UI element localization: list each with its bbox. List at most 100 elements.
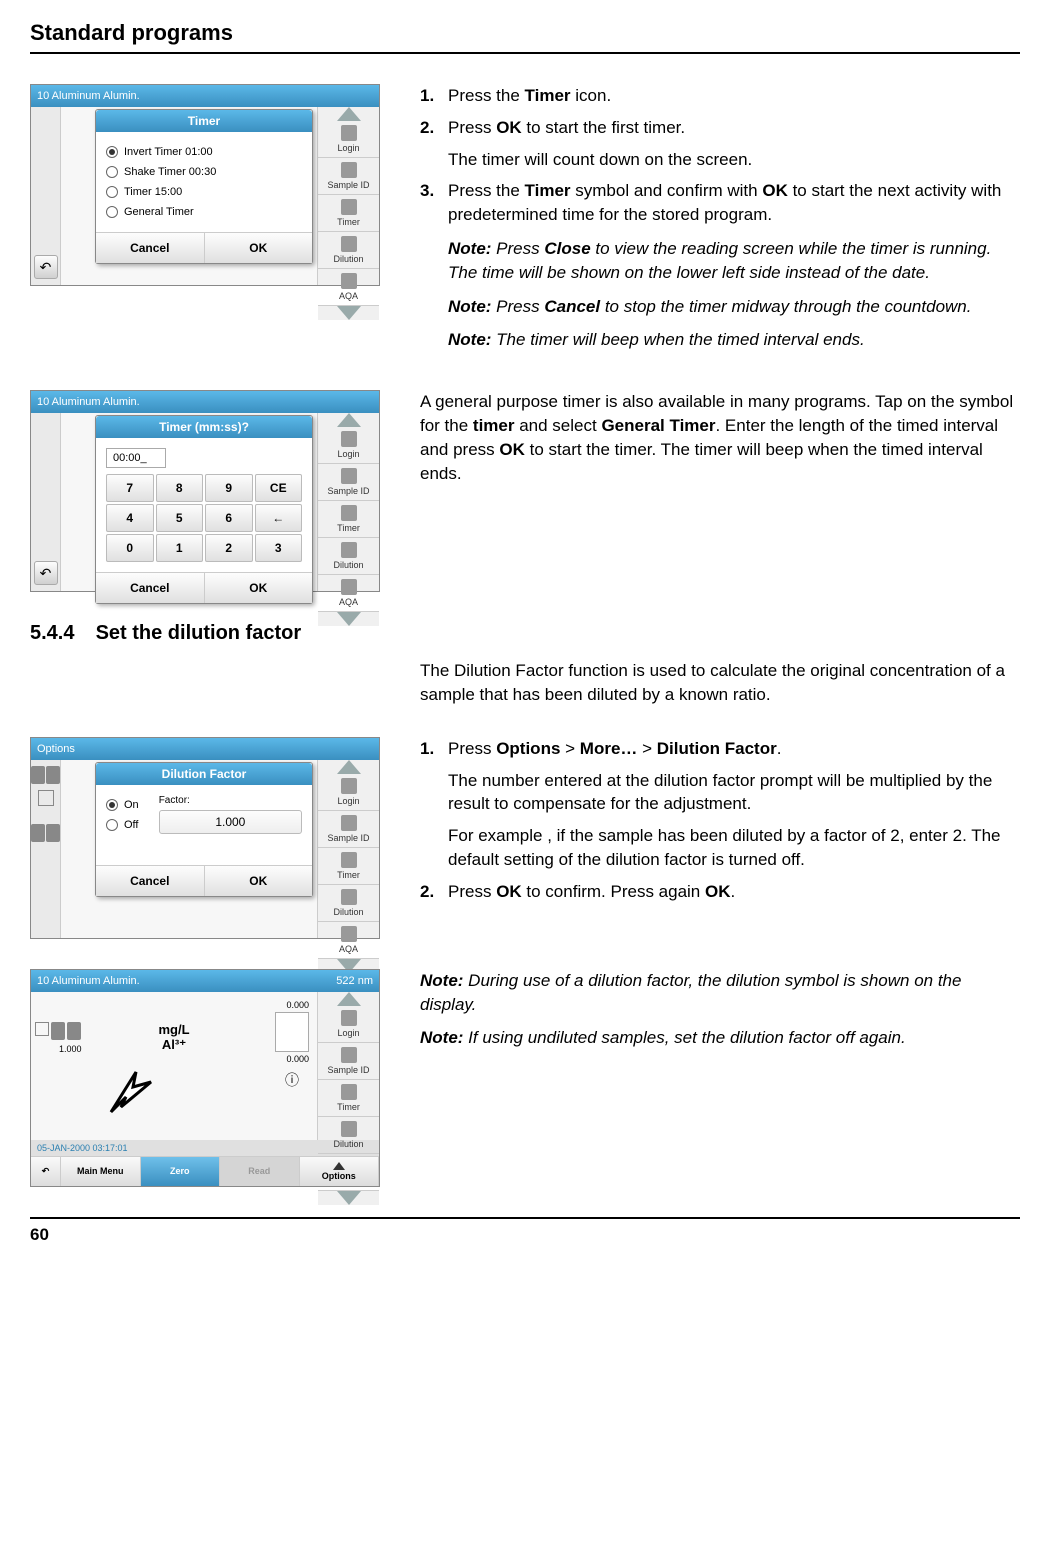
step-num: 3. bbox=[420, 179, 448, 352]
side-dilution[interactable]: Dilution bbox=[318, 1117, 379, 1154]
ok-button[interactable]: OK bbox=[205, 573, 313, 603]
note: Note: During use of a dilution factor, t… bbox=[420, 969, 1020, 1017]
radio-icon[interactable] bbox=[106, 819, 118, 831]
side-timer[interactable]: Timer bbox=[318, 848, 379, 885]
key-7[interactable]: 7 bbox=[106, 474, 154, 502]
radio-off[interactable]: Off bbox=[124, 819, 138, 831]
side-login[interactable]: Login bbox=[318, 1006, 379, 1043]
ok-button[interactable]: OK bbox=[205, 233, 313, 263]
modal-title: Timer bbox=[96, 110, 312, 132]
sample-icon bbox=[341, 1047, 357, 1063]
key-2[interactable]: 2 bbox=[205, 534, 253, 562]
up-arrow-icon[interactable] bbox=[337, 107, 361, 121]
side-sample-id[interactable]: Sample ID bbox=[318, 158, 379, 195]
info-icon[interactable]: ⓘ bbox=[275, 1070, 309, 1090]
side-sample-id[interactable]: Sample ID bbox=[318, 464, 379, 501]
key-5[interactable]: 5 bbox=[156, 504, 204, 532]
sample-icon bbox=[341, 815, 357, 831]
timer-icon bbox=[341, 505, 357, 521]
side-timer[interactable]: Timer bbox=[318, 501, 379, 538]
side-dilution[interactable]: Dilution bbox=[318, 232, 379, 269]
down-arrow-icon[interactable] bbox=[337, 306, 361, 320]
title-bar-text: 10 Aluminum Alumin. bbox=[37, 975, 140, 987]
side-login[interactable]: Login bbox=[318, 121, 379, 158]
key-9[interactable]: 9 bbox=[205, 474, 253, 502]
wavelength: 522 nm bbox=[336, 975, 373, 987]
key-4[interactable]: 4 bbox=[106, 504, 154, 532]
up-arrow-icon[interactable] bbox=[337, 992, 361, 1006]
back-icon[interactable]: ↶ bbox=[34, 255, 58, 279]
key-ce[interactable]: CE bbox=[255, 474, 303, 502]
options-icon[interactable] bbox=[46, 766, 60, 784]
tab-main-menu[interactable]: Main Menu bbox=[61, 1156, 141, 1186]
title-bar-text: 10 Aluminum Alumin. bbox=[37, 396, 140, 408]
step-num: 1. bbox=[420, 737, 448, 872]
key-3[interactable]: 3 bbox=[255, 534, 303, 562]
tab-options[interactable]: Options bbox=[300, 1156, 380, 1186]
side-login[interactable]: Login bbox=[318, 774, 379, 811]
dilution-icon[interactable] bbox=[31, 824, 45, 842]
step-num: 2. bbox=[420, 116, 448, 172]
key-back[interactable]: ← bbox=[255, 504, 303, 532]
key-0[interactable]: 0 bbox=[106, 534, 154, 562]
radio-icon[interactable] bbox=[106, 799, 118, 811]
up-arrow-icon[interactable] bbox=[337, 760, 361, 774]
step-text: Press OK to confirm. Press again OK. bbox=[448, 880, 1020, 904]
section-heading: 5.4.4 Set the dilution factor bbox=[30, 622, 1020, 645]
paragraph: The Dilution Factor function is used to … bbox=[420, 659, 1020, 707]
side-timer[interactable]: Timer bbox=[318, 1080, 379, 1117]
back-icon[interactable]: ↶ bbox=[34, 561, 58, 585]
down-arrow-icon[interactable] bbox=[337, 1191, 361, 1205]
side-aqa[interactable]: AQA bbox=[318, 922, 379, 959]
cursor-arrow-icon bbox=[101, 1062, 161, 1122]
radio-icon[interactable] bbox=[106, 166, 118, 178]
side-timer[interactable]: Timer bbox=[318, 195, 379, 232]
screenshot-dilution-factor: Options Dilution Factor On bbox=[30, 737, 380, 939]
dilution-icon[interactable] bbox=[46, 824, 60, 842]
side-sample-id[interactable]: Sample ID bbox=[318, 811, 379, 848]
back-tab[interactable]: ↶ bbox=[31, 1156, 61, 1186]
radio-label[interactable]: Shake Timer 00:30 bbox=[124, 166, 216, 178]
note: Note: Press Close to view the reading sc… bbox=[448, 237, 1020, 285]
step-text: Press the Timer symbol and confirm with … bbox=[448, 179, 1020, 352]
up-arrow-icon[interactable] bbox=[337, 413, 361, 427]
radio-icon[interactable] bbox=[106, 206, 118, 218]
screenshot-timer-keypad: 10 Aluminum Alumin. ↶ Timer (mm:ss)? 7 bbox=[30, 390, 380, 592]
options-icon[interactable] bbox=[31, 766, 45, 784]
cancel-button[interactable]: Cancel bbox=[96, 233, 205, 263]
radio-label[interactable]: Timer 15:00 bbox=[124, 186, 182, 198]
radio-icon[interactable] bbox=[106, 186, 118, 198]
radio-on[interactable]: On bbox=[124, 799, 139, 811]
aqa-icon bbox=[341, 579, 357, 595]
key-8[interactable]: 8 bbox=[156, 474, 204, 502]
radio-label[interactable]: General Timer bbox=[124, 206, 194, 218]
side-sample-id[interactable]: Sample ID bbox=[318, 1043, 379, 1080]
note: Note: Press Cancel to stop the timer mid… bbox=[448, 295, 1020, 319]
side-aqa[interactable]: AQA bbox=[318, 269, 379, 306]
side-aqa[interactable]: AQA bbox=[318, 575, 379, 612]
key-6[interactable]: 6 bbox=[205, 504, 253, 532]
note: Note: The timer will beep when the timed… bbox=[448, 328, 1020, 352]
factor-value[interactable]: 1.000 bbox=[159, 810, 302, 834]
radio-icon[interactable] bbox=[106, 146, 118, 158]
dilution-icon bbox=[341, 542, 357, 558]
edit-icon[interactable] bbox=[35, 1022, 49, 1036]
cancel-button[interactable]: Cancel bbox=[96, 866, 205, 896]
timer-icon bbox=[341, 852, 357, 868]
radio-label[interactable]: Invert Timer 01:00 bbox=[124, 146, 213, 158]
ok-button[interactable]: OK bbox=[205, 866, 313, 896]
range-top: 0.000 bbox=[275, 1000, 309, 1010]
dilution-icon bbox=[341, 889, 357, 905]
side-dilution[interactable]: Dilution bbox=[318, 885, 379, 922]
paragraph: A general purpose timer is also availabl… bbox=[420, 390, 1020, 485]
side-login[interactable]: Login bbox=[318, 427, 379, 464]
key-1[interactable]: 1 bbox=[156, 534, 204, 562]
timer-input[interactable] bbox=[106, 448, 166, 468]
cancel-button[interactable]: Cancel bbox=[96, 573, 205, 603]
side-dilution[interactable]: Dilution bbox=[318, 538, 379, 575]
tab-zero[interactable]: Zero bbox=[141, 1156, 221, 1186]
tab-read[interactable]: Read bbox=[220, 1156, 300, 1186]
range-bot: 0.000 bbox=[275, 1054, 309, 1064]
down-arrow-icon[interactable] bbox=[337, 612, 361, 626]
graph-icon[interactable] bbox=[38, 790, 54, 806]
